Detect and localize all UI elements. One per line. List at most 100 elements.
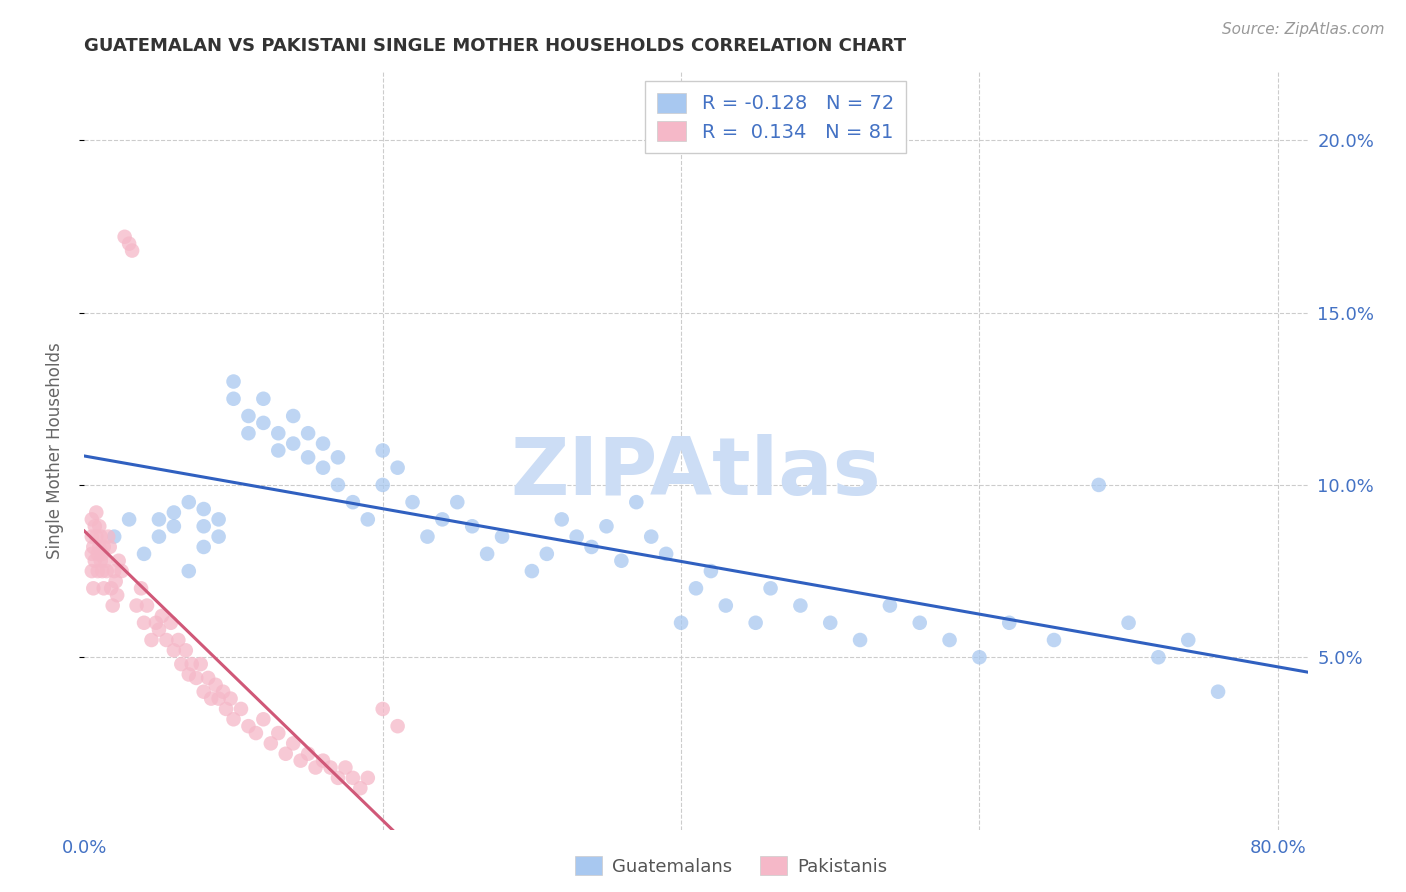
Point bbox=[118, 512, 141, 526]
Point bbox=[89, 519, 111, 533]
Point bbox=[101, 599, 124, 613]
Point bbox=[89, 540, 111, 554]
Point bbox=[98, 540, 121, 554]
Point bbox=[238, 719, 260, 733]
Point bbox=[104, 574, 127, 589]
Point bbox=[416, 530, 439, 544]
Y-axis label: Single Mother Households: Single Mother Households bbox=[45, 343, 63, 558]
Point bbox=[669, 615, 692, 630]
Point bbox=[93, 540, 115, 554]
Point bbox=[283, 409, 305, 423]
Point bbox=[155, 633, 177, 648]
Point bbox=[565, 530, 588, 544]
Point bbox=[879, 599, 901, 613]
Point bbox=[1147, 650, 1170, 665]
Point bbox=[150, 608, 173, 623]
Point bbox=[610, 554, 633, 568]
Point bbox=[167, 633, 190, 648]
Point bbox=[655, 547, 678, 561]
Point bbox=[111, 564, 134, 578]
Point bbox=[274, 747, 297, 761]
Point bbox=[222, 392, 245, 406]
Point bbox=[290, 754, 312, 768]
Point bbox=[252, 712, 274, 726]
Point bbox=[714, 599, 737, 613]
Point bbox=[100, 582, 122, 596]
Point bbox=[998, 615, 1021, 630]
Point bbox=[335, 760, 357, 774]
Point bbox=[1206, 684, 1229, 698]
Point bbox=[90, 554, 112, 568]
Point bbox=[222, 375, 245, 389]
Point bbox=[197, 671, 219, 685]
Point bbox=[1087, 478, 1109, 492]
Point bbox=[312, 460, 335, 475]
Point bbox=[80, 530, 103, 544]
Point bbox=[326, 771, 349, 785]
Point bbox=[174, 643, 197, 657]
Point bbox=[818, 615, 841, 630]
Text: Source: ZipAtlas.com: Source: ZipAtlas.com bbox=[1222, 22, 1385, 37]
Point bbox=[90, 530, 112, 544]
Point bbox=[207, 512, 229, 526]
Point bbox=[132, 547, 155, 561]
Point bbox=[91, 547, 114, 561]
Point bbox=[371, 478, 394, 492]
Point bbox=[245, 726, 267, 740]
Point bbox=[387, 460, 409, 475]
Point bbox=[215, 702, 238, 716]
Point bbox=[1177, 633, 1199, 648]
Point bbox=[82, 540, 104, 554]
Point bbox=[759, 582, 782, 596]
Point bbox=[145, 615, 167, 630]
Point bbox=[520, 564, 543, 578]
Point bbox=[640, 530, 662, 544]
Point bbox=[193, 502, 215, 516]
Point bbox=[581, 540, 603, 554]
Point bbox=[1043, 633, 1066, 648]
Point bbox=[114, 229, 136, 244]
Point bbox=[180, 657, 202, 672]
Point bbox=[193, 540, 215, 554]
Point bbox=[83, 554, 105, 568]
Point bbox=[446, 495, 468, 509]
Point bbox=[297, 426, 319, 441]
Point bbox=[177, 495, 200, 509]
Point bbox=[744, 615, 766, 630]
Point bbox=[87, 564, 110, 578]
Point bbox=[252, 416, 274, 430]
Point bbox=[204, 678, 226, 692]
Point bbox=[908, 615, 931, 630]
Point bbox=[319, 760, 342, 774]
Point bbox=[163, 506, 186, 520]
Point bbox=[193, 684, 215, 698]
Point bbox=[105, 588, 128, 602]
Point bbox=[371, 702, 394, 716]
Text: GUATEMALAN VS PAKISTANI SINGLE MOTHER HOUSEHOLDS CORRELATION CHART: GUATEMALAN VS PAKISTANI SINGLE MOTHER HO… bbox=[84, 37, 907, 54]
Point bbox=[938, 633, 960, 648]
Point bbox=[163, 643, 186, 657]
Point bbox=[267, 426, 290, 441]
Point bbox=[297, 747, 319, 761]
Point bbox=[536, 547, 558, 561]
Point bbox=[84, 530, 107, 544]
Point bbox=[700, 564, 723, 578]
Point bbox=[96, 564, 118, 578]
Point bbox=[238, 426, 260, 441]
Point bbox=[207, 530, 229, 544]
Point bbox=[121, 244, 143, 258]
Point bbox=[129, 582, 152, 596]
Point bbox=[148, 512, 170, 526]
Point bbox=[84, 506, 107, 520]
Point bbox=[125, 599, 148, 613]
Legend: Guatemalans, Pakistanis: Guatemalans, Pakistanis bbox=[567, 849, 896, 883]
Point bbox=[297, 450, 319, 465]
Point bbox=[685, 582, 707, 596]
Point bbox=[118, 236, 141, 251]
Point bbox=[222, 712, 245, 726]
Point bbox=[312, 754, 335, 768]
Point bbox=[132, 615, 155, 630]
Point bbox=[91, 564, 114, 578]
Point bbox=[193, 519, 215, 533]
Point bbox=[342, 495, 364, 509]
